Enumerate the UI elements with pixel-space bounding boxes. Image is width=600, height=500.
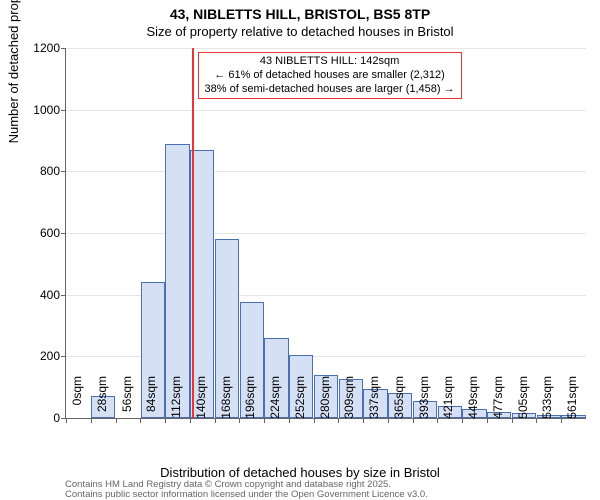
x-tick: [116, 418, 117, 423]
plot-area: 0sqm 28sqm 56sqm 84sqm 112sqm 140sqm 168sqm 196…: [65, 48, 586, 419]
x-tick-label: 28sqm: [95, 376, 109, 422]
y-tick: [61, 171, 66, 172]
x-tick-label: 393sqm: [417, 376, 431, 422]
x-tick-label: 561sqm: [565, 376, 579, 422]
y-axis-label: Number of detached properties: [6, 0, 21, 143]
chart-title: 43, NIBLETTS HILL, BRISTOL, BS5 8TP: [0, 6, 600, 22]
callout-line: 43 NIBLETTS HILL: 142sqm: [205, 55, 455, 69]
x-tick: [561, 418, 562, 423]
x-tick-label: 0sqm: [70, 376, 84, 422]
x-tick: [314, 418, 315, 423]
y-tick-label: 0: [10, 411, 60, 425]
x-tick-label: 337sqm: [367, 376, 381, 422]
x-tick: [66, 418, 67, 423]
y-tick-label: 800: [10, 164, 60, 178]
x-tick-label: 196sqm: [243, 376, 257, 422]
x-tick: [512, 418, 513, 423]
footer-line-2: Contains public sector information licen…: [65, 490, 428, 500]
x-tick: [190, 418, 191, 423]
x-tick: [437, 418, 438, 423]
x-tick-label: 309sqm: [342, 376, 356, 422]
marker-line: [192, 48, 194, 418]
callout-box: 43 NIBLETTS HILL: 142sqm← 61% of detache…: [198, 52, 462, 99]
x-tick: [289, 418, 290, 423]
x-tick: [462, 418, 463, 423]
x-tick: [388, 418, 389, 423]
chart-container: 43, NIBLETTS HILL, BRISTOL, BS5 8TP Size…: [0, 0, 600, 500]
grid-line: [66, 171, 586, 172]
x-axis-label: Distribution of detached houses by size …: [0, 465, 600, 480]
y-tick-label: 1000: [10, 103, 60, 117]
x-tick-label: 168sqm: [219, 376, 233, 422]
x-tick: [413, 418, 414, 423]
x-tick-label: 449sqm: [466, 376, 480, 422]
x-tick-label: 280sqm: [318, 376, 332, 422]
x-tick-label: 252sqm: [293, 376, 307, 422]
grid-line: [66, 48, 586, 49]
x-tick-label: 505sqm: [516, 376, 530, 422]
chart-subtitle: Size of property relative to detached ho…: [0, 24, 600, 39]
y-tick-label: 1200: [10, 41, 60, 55]
x-tick-label: 224sqm: [268, 376, 282, 422]
y-tick: [61, 110, 66, 111]
callout-line: 38% of semi-detached houses are larger (…: [205, 83, 455, 97]
x-tick-label: 477sqm: [491, 376, 505, 422]
x-tick: [239, 418, 240, 423]
y-tick: [61, 356, 66, 357]
y-tick: [61, 233, 66, 234]
x-tick: [264, 418, 265, 423]
x-tick-label: 365sqm: [392, 376, 406, 422]
x-tick: [487, 418, 488, 423]
x-tick: [165, 418, 166, 423]
callout-line: ← 61% of detached houses are smaller (2,…: [205, 69, 455, 83]
x-tick: [363, 418, 364, 423]
y-tick: [61, 295, 66, 296]
x-tick: [140, 418, 141, 423]
x-tick-label: 421sqm: [441, 376, 455, 422]
x-tick-label: 56sqm: [120, 376, 134, 422]
footer: Contains HM Land Registry data © Crown c…: [65, 480, 428, 500]
y-tick-label: 200: [10, 349, 60, 363]
x-tick-label: 84sqm: [144, 376, 158, 422]
x-tick: [338, 418, 339, 423]
y-tick-label: 400: [10, 288, 60, 302]
x-tick: [91, 418, 92, 423]
grid-line: [66, 233, 586, 234]
x-tick: [536, 418, 537, 423]
x-tick: [215, 418, 216, 423]
x-tick-label: 112sqm: [169, 376, 183, 422]
grid-line: [66, 110, 586, 111]
y-tick: [61, 48, 66, 49]
x-tick-label: 533sqm: [540, 376, 554, 422]
x-tick-label: 140sqm: [194, 376, 208, 422]
y-tick-label: 600: [10, 226, 60, 240]
